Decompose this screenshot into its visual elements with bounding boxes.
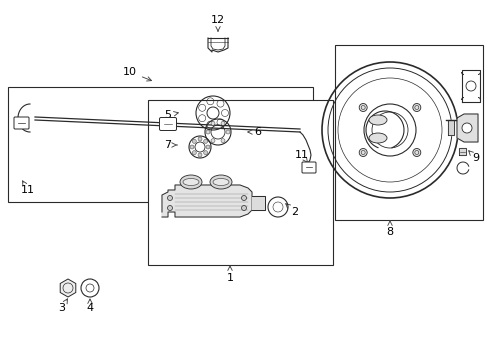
Circle shape (192, 139, 196, 143)
Text: 11: 11 (294, 150, 308, 163)
Text: 4: 4 (86, 299, 93, 313)
Circle shape (205, 130, 209, 134)
Polygon shape (458, 148, 465, 155)
Circle shape (192, 150, 196, 155)
Text: 5: 5 (164, 110, 178, 120)
Circle shape (412, 104, 420, 112)
Circle shape (167, 195, 172, 201)
Circle shape (198, 153, 202, 157)
Circle shape (221, 121, 224, 125)
Polygon shape (447, 120, 453, 135)
Circle shape (190, 145, 194, 149)
Circle shape (205, 145, 209, 149)
Circle shape (225, 130, 229, 134)
Text: 3: 3 (59, 299, 67, 313)
Circle shape (210, 139, 215, 143)
Circle shape (461, 123, 471, 133)
Ellipse shape (368, 115, 386, 125)
Text: 9: 9 (468, 151, 479, 163)
FancyBboxPatch shape (159, 117, 176, 131)
Circle shape (221, 139, 224, 143)
Text: 10: 10 (123, 67, 151, 81)
Text: 7: 7 (164, 140, 177, 150)
FancyBboxPatch shape (14, 117, 29, 129)
Ellipse shape (180, 175, 202, 189)
Circle shape (359, 104, 366, 112)
Text: 2: 2 (285, 204, 298, 217)
Ellipse shape (213, 179, 228, 185)
Circle shape (241, 206, 246, 211)
Circle shape (412, 148, 420, 157)
Text: 12: 12 (210, 15, 224, 31)
Text: 1: 1 (226, 266, 233, 283)
Text: 8: 8 (386, 221, 393, 237)
Polygon shape (162, 185, 251, 217)
Bar (334, 45, 482, 220)
Circle shape (241, 195, 246, 201)
Ellipse shape (209, 175, 231, 189)
Circle shape (359, 148, 366, 157)
Circle shape (210, 121, 215, 125)
Circle shape (198, 137, 202, 141)
Ellipse shape (183, 179, 199, 185)
Polygon shape (456, 114, 477, 142)
Circle shape (203, 150, 207, 155)
Text: 6: 6 (247, 127, 261, 137)
Polygon shape (251, 196, 264, 210)
Bar (148, 100, 332, 265)
FancyBboxPatch shape (302, 162, 315, 173)
Circle shape (203, 139, 207, 143)
Circle shape (167, 206, 172, 211)
Ellipse shape (368, 133, 386, 143)
Bar (8, 87, 312, 202)
Text: 11: 11 (21, 181, 35, 195)
